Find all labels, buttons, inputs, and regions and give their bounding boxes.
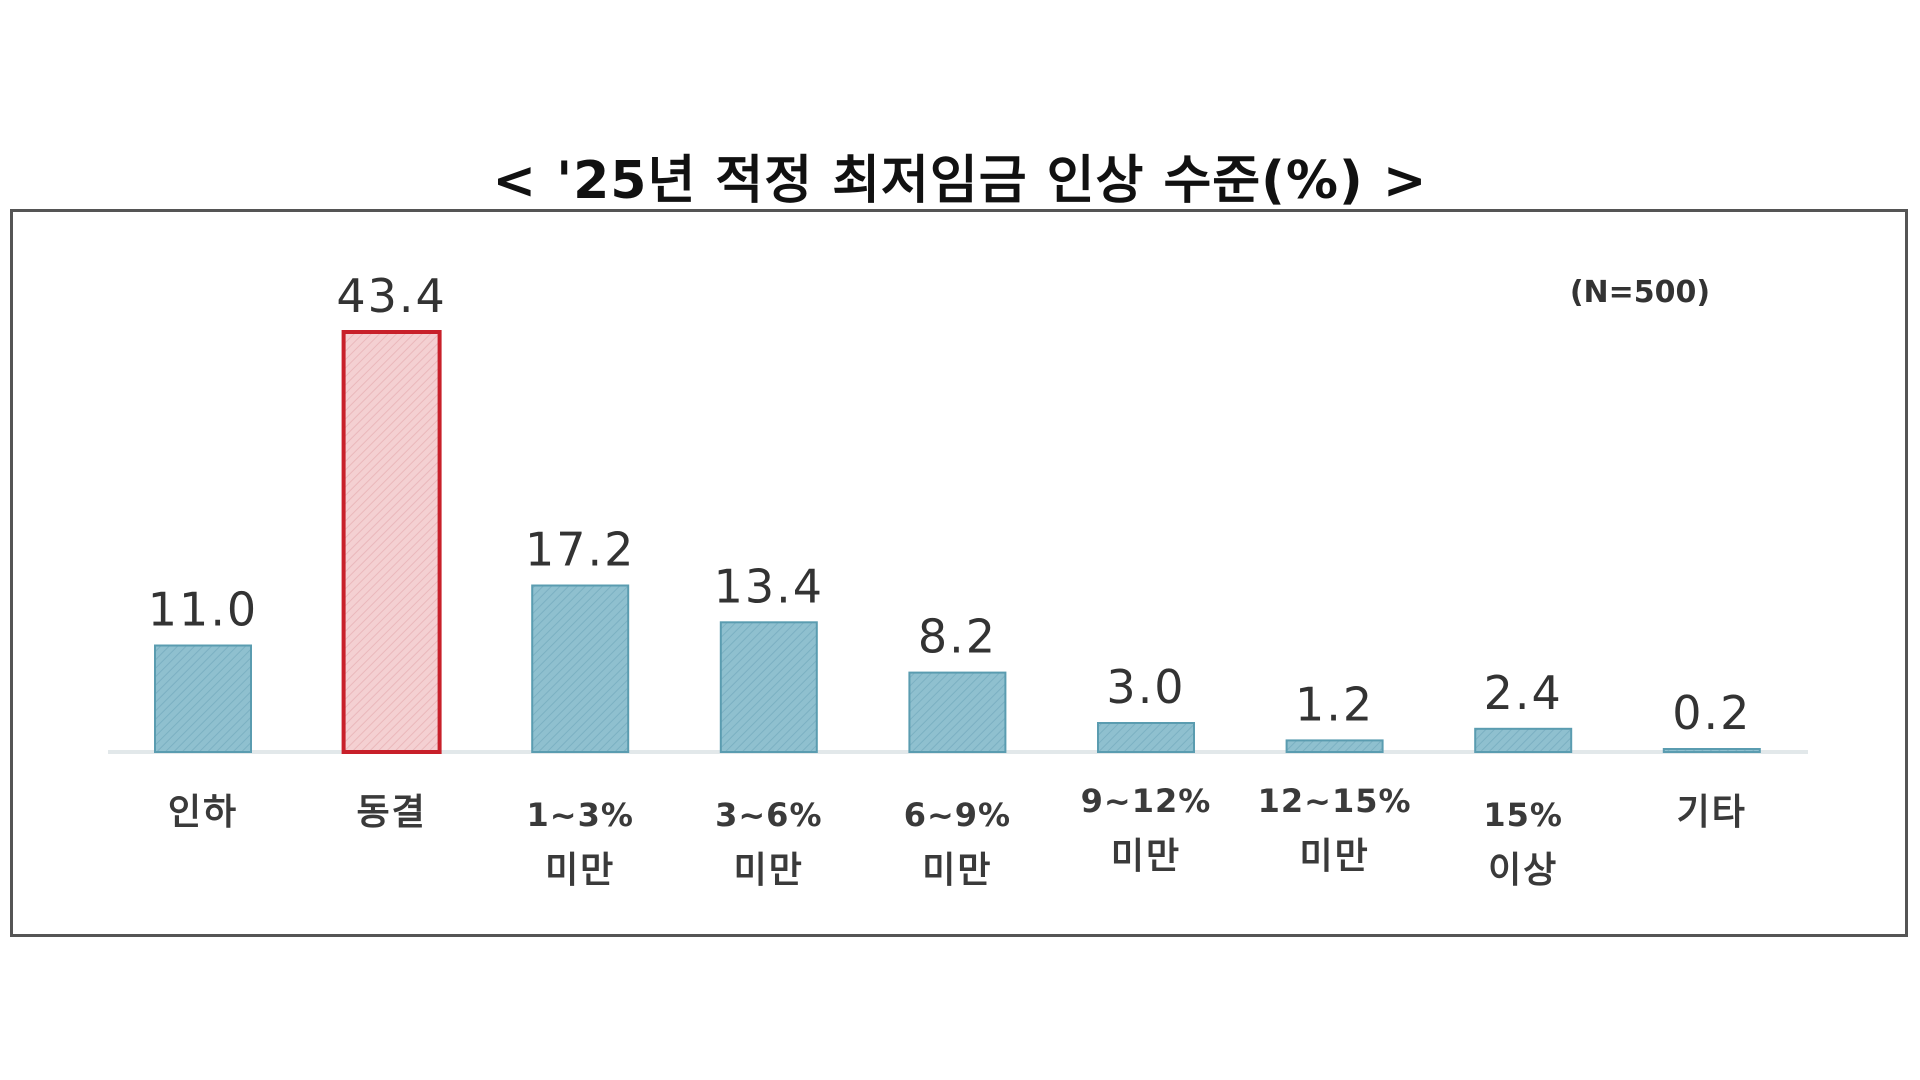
data-label-3: 17.2 [525,523,635,577]
bar-9 [1662,748,1761,753]
bar-5 [908,671,1007,753]
data-label-9: 0.2 [1672,686,1751,740]
chart-frame [10,209,1908,937]
category-label-8-line-1: 15% [1483,796,1563,834]
bar-1 [154,644,252,753]
category-label-6-line-2: 미만 [1111,836,1181,877]
data-label-6: 3.0 [1106,660,1185,714]
sample-size-note: (N=500) [1570,275,1710,310]
data-label-7: 1.2 [1295,677,1374,731]
bar-6 [1097,722,1195,753]
data-label-2: 43.4 [336,269,446,323]
category-label-3-line-2: 미만 [545,850,615,891]
category-label-4-line-2: 미만 [734,850,804,891]
category-label-7-line-1: 12~15% [1258,782,1412,820]
category-label-5-line-2: 미만 [922,850,992,891]
category-label-1: 인하 [168,792,238,833]
data-label-8: 2.4 [1484,666,1563,720]
bar-7 [1285,739,1384,754]
category-label-2: 동결 [356,792,426,833]
category-label-9: 기타 [1677,792,1747,833]
bar-4 [719,621,818,753]
bar-8 [1474,727,1573,753]
category-label-7-line-2: 미만 [1299,836,1369,877]
category-label-4-line-1: 3~6% [715,796,822,834]
category-label-5-line-1: 6~9% [904,796,1011,834]
data-label-4: 13.4 [714,559,824,613]
bars-group: 11.0 인하 43.4 동결 17.2 1~3% 미만 13.4 3~6% 미만 8.2 6~9% 미… [148,269,1761,891]
category-label-6-line-1: 9~12% [1081,782,1212,820]
category-label-8-line-2: 이상 [1488,850,1558,891]
data-label-5: 8.2 [918,610,997,664]
data-label-1: 11.0 [148,583,258,637]
category-label-3-line-1: 1~3% [526,796,633,834]
bar-3 [531,584,630,753]
bar-2 [341,330,442,754]
chart-title: < '25년 적정 최저임금 인상 수준(%) > [492,151,1428,211]
